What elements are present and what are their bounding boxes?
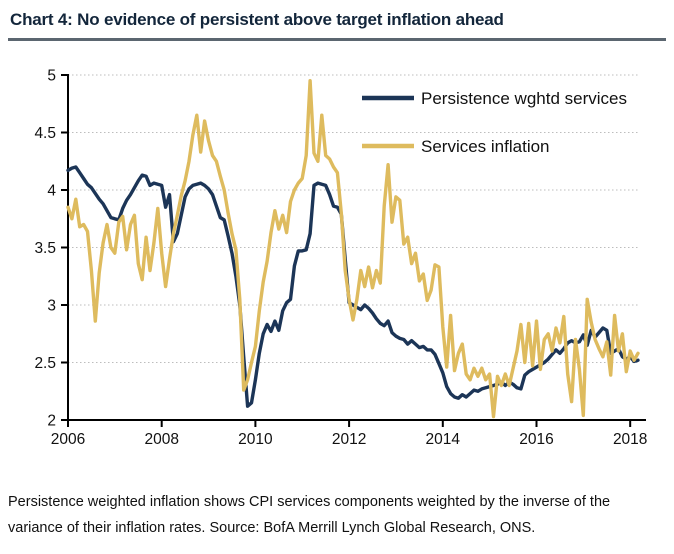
services-inflation-line <box>66 78 640 419</box>
title-underline <box>8 38 666 41</box>
y-tick-label: 4.5 <box>34 125 56 142</box>
series-layer <box>66 78 640 419</box>
y-tick-label: 4 <box>47 183 56 200</box>
footnote-line-1: Persistence weighted inflation shows CPI… <box>8 494 611 510</box>
footnote-line-2: variance of their inflation rates. Sourc… <box>8 520 536 536</box>
legend: Persistence wghtd services Services infl… <box>362 89 627 156</box>
x-tick-label: 2012 <box>332 431 366 448</box>
x-tick-label: 2010 <box>238 431 273 448</box>
axes-layer: 2 2.5 3 3.5 4 4.5 5 2006 2008 2010 2012 2014 2016 201… <box>34 68 647 449</box>
footnote: Persistence weighted inflation shows CPI… <box>8 489 670 541</box>
x-tick-label: 2014 <box>426 431 461 448</box>
x-tick-label: 2016 <box>519 431 553 448</box>
y-tick-label: 2.5 <box>34 355 56 372</box>
y-tick-label: 3.5 <box>34 240 56 257</box>
x-tick-label: 2008 <box>144 431 178 448</box>
x-tick-label: 2018 <box>613 431 647 448</box>
y-tick-label: 2 <box>47 413 56 430</box>
persistence-wghtd-services-line <box>66 165 640 408</box>
legend-label-services: Services inflation <box>421 137 550 156</box>
y-tick-label: 3 <box>47 298 56 315</box>
chart-title: Chart 4: No evidence of persistent above… <box>10 10 504 29</box>
y-tick-label: 5 <box>47 68 56 85</box>
legend-label-persistence: Persistence wghtd services <box>421 89 627 108</box>
x-tick-label: 2006 <box>51 431 85 448</box>
